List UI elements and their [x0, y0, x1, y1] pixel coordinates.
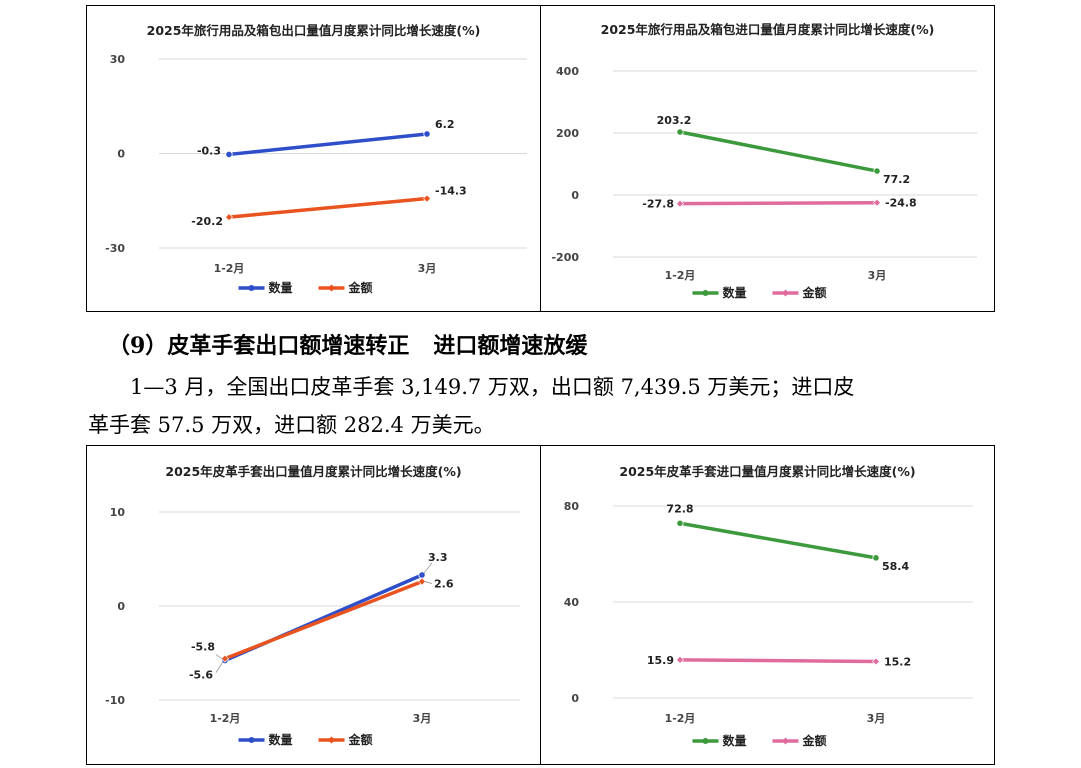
legend-label: 数量	[723, 285, 747, 300]
series-line-金额	[678, 200, 879, 206]
chart-luggage-import: 2025年旅行用品及箱包进口量值月度累计同比增长速度(%) 400 200 0 -200…	[540, 5, 995, 312]
section-number: （9）	[108, 333, 168, 359]
data-point	[873, 167, 881, 175]
section-heading-part2: 进口额增速放缓	[433, 333, 588, 359]
x-tick-label: 1-2月	[210, 712, 241, 725]
series-line-金额	[223, 579, 424, 661]
data-point	[423, 194, 431, 203]
data-point	[225, 213, 233, 222]
y-tick-label: 0	[571, 189, 579, 202]
legend-label: 金额	[802, 733, 827, 748]
x-tick-label: 1-2月	[214, 262, 245, 275]
data-label: -14.3	[435, 185, 467, 198]
chart-svg: 2025年皮革手套进口量值月度累计同比增长速度(%) 80 40 0 1-2月 3月 72.…	[564, 464, 973, 748]
data-label: 77.2	[883, 173, 910, 186]
data-label: -27.8	[642, 198, 674, 211]
data-label: 72.8	[666, 502, 693, 515]
data-label: 15.9	[647, 654, 674, 667]
chart-glove-import: 2025年皮革手套进口量值月度累计同比增长速度(%) 80 40 0 1-2月 3月 72.…	[540, 445, 995, 765]
data-point	[676, 519, 684, 527]
data-point	[423, 130, 431, 138]
series-line-金额	[678, 658, 878, 664]
y-tick-label: 0	[117, 148, 125, 161]
data-label: -5.6	[189, 669, 213, 682]
y-tick-label: 0	[571, 692, 579, 705]
data-label: -20.2	[191, 215, 223, 228]
data-label: 58.4	[882, 560, 909, 573]
x-tick-label: 1-2月	[665, 712, 696, 725]
y-tick-label: -30	[105, 242, 125, 255]
chart-luggage-export: 2025年旅行用品及箱包出口量值月度累计同比增长速度(%) 30 0 -30 1-2月 3…	[86, 5, 541, 312]
legend-marker	[328, 284, 335, 292]
chart-glove-export: 2025年皮革手套出口量值月度累计同比增长速度(%) 10 0 -10 1-2月 3月 -5…	[86, 445, 541, 765]
paragraph-line-2: 革手套 57.5 万双，进口额 282.4 万美元。	[88, 413, 495, 437]
legend-marker	[328, 736, 335, 744]
data-label: 15.2	[884, 656, 911, 669]
data-label: -5.8	[191, 641, 215, 654]
section-heading-part1: 皮革手套出口额增速转正	[167, 333, 410, 359]
x-tick-label: 3月	[867, 712, 886, 725]
x-tick-label: 3月	[418, 262, 437, 275]
data-point	[676, 655, 684, 664]
x-tick-label: 3月	[868, 269, 887, 282]
leader-line	[423, 562, 433, 574]
y-tick-label: -10	[105, 694, 125, 707]
data-label: 2.6	[434, 578, 454, 591]
legend-marker	[248, 737, 255, 743]
legend-marker	[702, 738, 709, 744]
y-tick-label: -200	[551, 251, 579, 264]
x-tick-label: 1-2月	[665, 269, 696, 282]
data-point	[221, 654, 229, 663]
data-point	[676, 199, 684, 208]
data-label: -24.8	[885, 197, 917, 210]
series-line-数量	[227, 132, 429, 157]
y-tick-label: 400	[556, 65, 579, 78]
series-line-金额	[227, 196, 429, 219]
series-line-数量	[678, 521, 878, 560]
leader-line	[215, 661, 224, 673]
chart-title: 2025年皮革手套出口量值月度累计同比增长速度(%)	[165, 464, 461, 479]
x-tick-label: 3月	[413, 712, 432, 725]
legend-marker	[248, 285, 255, 291]
chart-title: 2025年旅行用品及箱包进口量值月度累计同比增长速度(%)	[601, 22, 935, 37]
data-label: 6.2	[435, 118, 455, 131]
legend-marker	[782, 737, 789, 745]
data-point	[872, 657, 880, 666]
data-point	[676, 128, 684, 136]
data-point	[418, 577, 426, 586]
legend-label: 金额	[348, 280, 373, 295]
leader-line	[215, 654, 224, 660]
y-tick-label: 0	[117, 600, 125, 613]
y-tick-label: 40	[564, 596, 580, 609]
data-point	[872, 554, 880, 562]
chart-title: 2025年旅行用品及箱包出口量值月度累计同比增长速度(%)	[147, 23, 481, 38]
y-tick-label: 80	[564, 500, 580, 513]
legend-marker	[782, 289, 789, 297]
section-heading: （9）皮革手套出口额增速转正 进口额增速放缓	[108, 330, 1008, 362]
chart-svg: 2025年旅行用品及箱包进口量值月度累计同比增长速度(%) 400 200 0 -200…	[551, 22, 977, 300]
paragraph-line-1: 1—3 月，全国出口皮革手套 3,149.7 万双，出口额 7,439.5 万美…	[130, 375, 855, 399]
data-label: 3.3	[428, 551, 448, 564]
chart-svg: 2025年旅行用品及箱包出口量值月度累计同比增长速度(%) 30 0 -30 1-2月 3…	[105, 23, 527, 295]
legend-label: 金额	[348, 732, 373, 747]
data-label: -0.3	[197, 144, 221, 157]
legend-marker	[702, 290, 709, 296]
y-tick-label: 30	[110, 53, 126, 66]
chart-svg: 2025年皮革手套出口量值月度累计同比增长速度(%) 10 0 -10 1-2月 3月 -5…	[105, 464, 520, 747]
data-point	[873, 198, 881, 207]
series-line-数量	[678, 130, 879, 173]
data-point	[225, 150, 233, 159]
data-label: 203.2	[657, 114, 692, 127]
legend-label: 数量	[269, 280, 293, 295]
chart-title: 2025年皮革手套进口量值月度累计同比增长速度(%)	[619, 464, 915, 479]
y-tick-label: 200	[556, 127, 579, 140]
legend-label: 数量	[723, 733, 747, 748]
leader-line	[424, 581, 433, 584]
legend-label: 金额	[802, 285, 827, 300]
y-tick-label: 10	[110, 506, 126, 519]
legend-label: 数量	[269, 732, 293, 747]
